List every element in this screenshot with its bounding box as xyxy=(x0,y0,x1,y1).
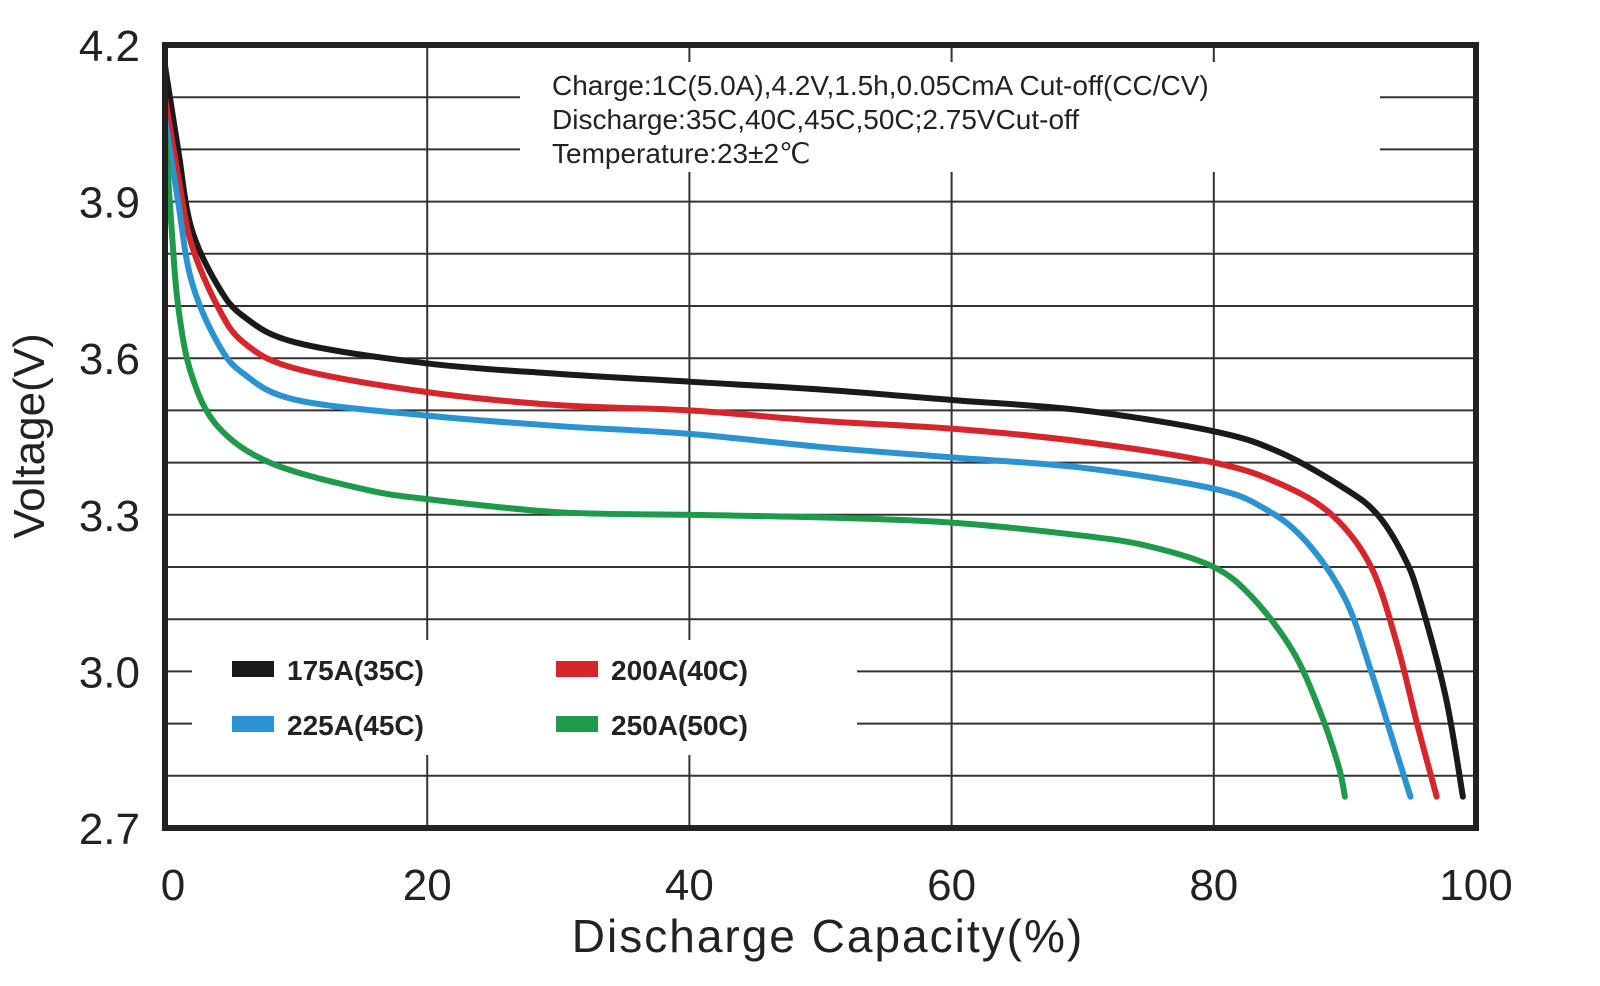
annotation-charge: Charge:1C(5.0A),4.2V,1.5h,0.05CmA Cut-of… xyxy=(552,70,1209,101)
legend-swatch xyxy=(232,661,274,677)
tick-labels: 4.2 3.9 3.6 3.3 3.0 2.7 0 20 40 60 80 100 xyxy=(79,22,1513,910)
y-tick-label: 3.3 xyxy=(79,492,140,541)
legend-swatch xyxy=(556,661,598,677)
x-tick-label: 40 xyxy=(665,861,714,910)
legend-label: 225A(45C) xyxy=(287,710,424,741)
series-line-3 xyxy=(162,125,1348,800)
series-lines xyxy=(162,62,1466,800)
legend-swatch xyxy=(556,716,598,732)
x-tick-label: 80 xyxy=(1189,861,1238,910)
plot-frame xyxy=(162,42,1479,831)
legend-background xyxy=(192,640,857,755)
x-tick-label: 100 xyxy=(1439,861,1512,910)
series-line-2 xyxy=(162,115,1414,800)
legend-label: 175A(35C) xyxy=(287,655,424,686)
series-line-0 xyxy=(162,62,1466,800)
y-tick-label: 2.7 xyxy=(79,805,140,854)
y-tick-label: 4.2 xyxy=(79,22,140,71)
x-tick-label: 0 xyxy=(161,861,185,910)
y-tick-label: 3.9 xyxy=(79,179,140,228)
y-axis-label: Voltage(V) xyxy=(5,333,54,538)
x-tick-label: 20 xyxy=(403,861,452,910)
annotation-temperature: Temperature:23±2℃ xyxy=(552,138,811,169)
legend-label: 200A(40C) xyxy=(611,655,748,686)
legend-label: 250A(50C) xyxy=(611,710,748,741)
series-line-1 xyxy=(162,94,1440,800)
x-tick-label: 60 xyxy=(927,861,976,910)
annotation-discharge: Discharge:35C,40C,45C,50C;2.75VCut-off xyxy=(552,104,1079,135)
legend: 175A(35C) 200A(40C) 225A(45C) 250A(50C) xyxy=(232,655,748,741)
annotation-background xyxy=(520,62,1380,172)
y-tick-label: 3.0 xyxy=(79,648,140,697)
y-tick-label: 3.6 xyxy=(79,335,140,384)
legend-swatch xyxy=(232,716,274,732)
x-axis-label: Discharge Capacity(%) xyxy=(572,910,1084,962)
